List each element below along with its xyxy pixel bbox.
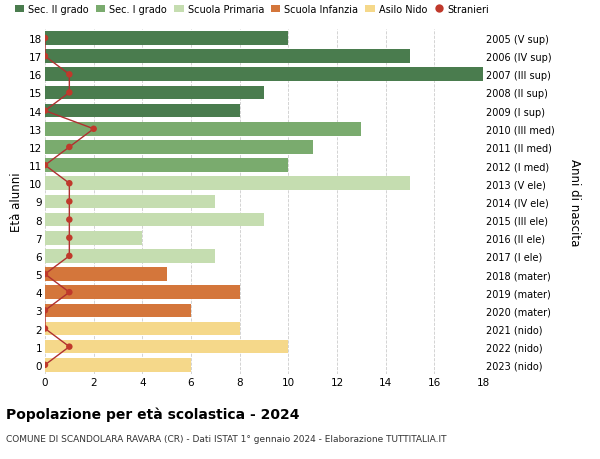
Bar [45,322,239,336]
Text: Popolazione per età scolastica - 2024: Popolazione per età scolastica - 2024 [6,406,299,421]
Point [65,216,74,224]
Point [65,252,74,260]
Point [40,271,50,278]
Point [40,162,50,169]
Point [65,289,74,296]
Point [40,325,50,332]
Point [40,361,50,369]
Y-axis label: Età alunni: Età alunni [10,172,23,232]
Y-axis label: Anni di nascita: Anni di nascita [568,158,581,246]
Bar [45,250,215,263]
Point [65,235,74,242]
Point [65,72,74,79]
Point [65,198,74,206]
Point [65,90,74,97]
Bar [45,213,264,227]
Bar [45,268,167,281]
Bar [45,159,289,173]
Bar [45,32,289,46]
Bar [45,286,239,299]
Bar [45,231,142,245]
Point [40,307,50,314]
Bar [45,304,191,318]
Bar [45,68,483,82]
Bar [45,340,289,354]
Bar [45,123,361,136]
Point [65,144,74,151]
Bar [45,177,410,190]
Text: COMUNE DI SCANDOLARA RAVARA (CR) - Dati ISTAT 1° gennaio 2024 - Elaborazione TUT: COMUNE DI SCANDOLARA RAVARA (CR) - Dati … [6,434,446,443]
Bar [45,195,215,209]
Bar [45,105,239,118]
Point [65,343,74,351]
Bar [45,358,191,372]
Bar [45,141,313,154]
Legend: Sec. II grado, Sec. I grado, Scuola Primaria, Scuola Infanzia, Asilo Nido, Stran: Sec. II grado, Sec. I grado, Scuola Prim… [15,5,489,15]
Bar [45,86,264,100]
Bar [45,50,410,64]
Point [65,180,74,188]
Point [89,126,98,133]
Point [40,108,50,115]
Point [40,35,50,43]
Point [40,53,50,61]
